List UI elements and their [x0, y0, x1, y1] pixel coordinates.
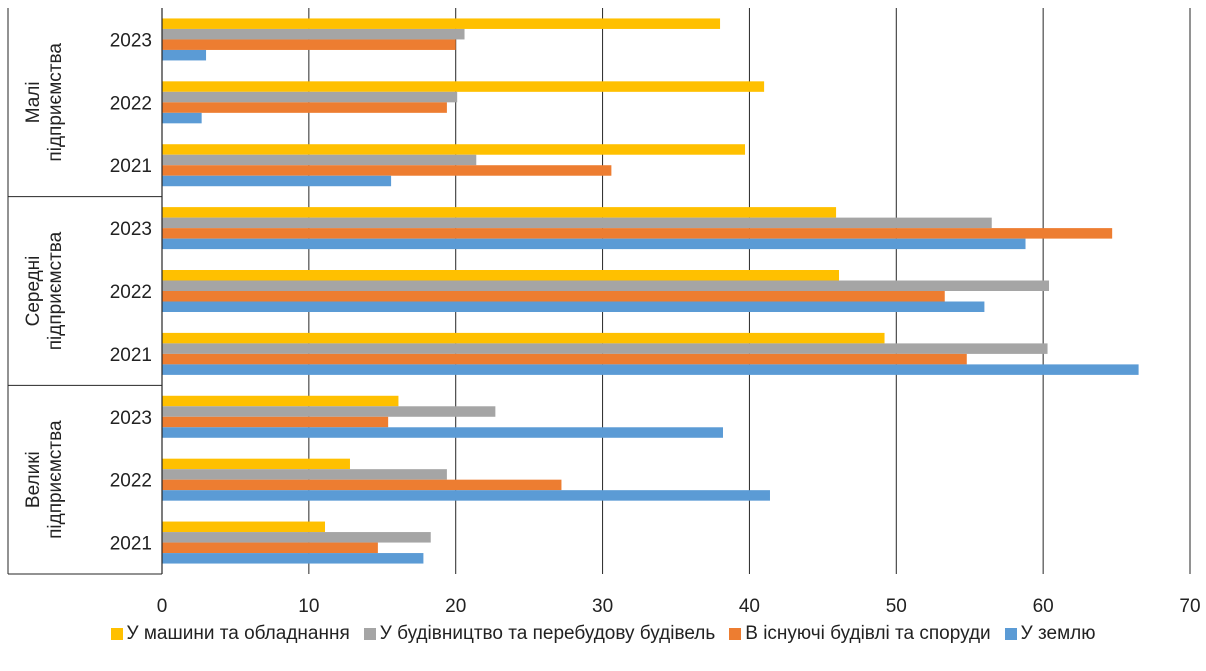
bar [162, 91, 458, 103]
year-label: 2023 [110, 408, 152, 429]
legend-item: У будівництво та перебудову будівель [363, 623, 716, 645]
bar [162, 469, 447, 480]
bar [162, 553, 424, 564]
bar-chart: 0 10 20 30 40 50 60 70202320222021Маліпідприємс… [7, 8, 1201, 614]
bar [162, 112, 202, 124]
group-label: Великіпідприємства [23, 420, 66, 539]
bar [162, 406, 496, 417]
bar [162, 228, 1113, 239]
bar [162, 49, 207, 61]
bar [162, 217, 992, 229]
bar [162, 165, 612, 176]
group-label-line: підприємства [45, 231, 66, 350]
legend-swatch [729, 628, 742, 640]
legend-label: У будівництво та перебудову будівель [379, 623, 716, 644]
bar [162, 301, 985, 312]
bar [162, 532, 431, 543]
bar [162, 102, 447, 113]
bar [162, 28, 465, 40]
bar [162, 175, 392, 187]
bar [162, 521, 326, 533]
legend: У машини та обладнання У будівництво та п… [0, 614, 1206, 654]
group-label: Маліпідприємства [23, 43, 66, 162]
bar [162, 270, 840, 281]
bar [162, 343, 1048, 354]
x-tick-label: 50 [886, 596, 907, 614]
x-tick-label: 20 [445, 596, 466, 614]
x-tick-label: 0 [157, 596, 168, 614]
year-label: 2021 [110, 156, 152, 177]
bar [162, 144, 746, 155]
x-tick-label: 70 [1179, 596, 1200, 614]
bar [162, 364, 1139, 375]
group-label: Середніпідприємства [23, 231, 66, 350]
legend-swatch [110, 628, 123, 640]
year-label: 2021 [110, 534, 152, 555]
bar [162, 490, 770, 501]
legend-item: У землю [1004, 623, 1096, 645]
group-label-line: підприємства [45, 420, 66, 539]
legend-label: У машини та обладнання [126, 623, 350, 644]
bar [162, 154, 477, 166]
bar [162, 458, 350, 470]
x-tick-label: 30 [592, 596, 613, 614]
legend-label: В існуючі будівлі та споруди [745, 623, 991, 644]
legend-label: У землю [1020, 623, 1096, 644]
bar [162, 332, 885, 344]
bar [162, 81, 765, 92]
bar [162, 353, 967, 365]
legend-item: У машини та обладнання [110, 623, 350, 645]
bars [162, 18, 1139, 564]
group-label-line: Середні [23, 256, 44, 327]
bar [162, 479, 562, 491]
x-tick-label: 10 [298, 596, 319, 614]
legend-item: В існуючі будівлі та споруди [729, 623, 991, 645]
bar [162, 416, 389, 428]
bar [162, 280, 1050, 291]
bar [162, 427, 723, 438]
year-label: 2023 [110, 219, 152, 240]
group-label-line: підприємства [45, 43, 66, 162]
bar [162, 238, 1026, 250]
bar [162, 395, 399, 407]
bar [162, 207, 837, 218]
bar [162, 291, 945, 302]
legend-swatch [363, 628, 376, 640]
bar [162, 542, 378, 554]
legend-swatch [1004, 628, 1017, 640]
group-label-line: Великі [23, 451, 44, 508]
bar [162, 39, 456, 50]
year-label: 2021 [110, 345, 152, 366]
x-tick-label: 60 [1033, 596, 1054, 614]
year-label: 2022 [110, 471, 152, 492]
bar [162, 18, 721, 29]
year-label: 2022 [110, 93, 152, 114]
x-tick-label: 40 [739, 596, 760, 614]
year-label: 2023 [110, 30, 152, 51]
group-label-line: Малі [23, 81, 44, 123]
axes: 0 10 20 30 40 50 60 70202320222021Маліпідприємс… [7, 8, 1201, 614]
year-label: 2022 [110, 282, 152, 303]
